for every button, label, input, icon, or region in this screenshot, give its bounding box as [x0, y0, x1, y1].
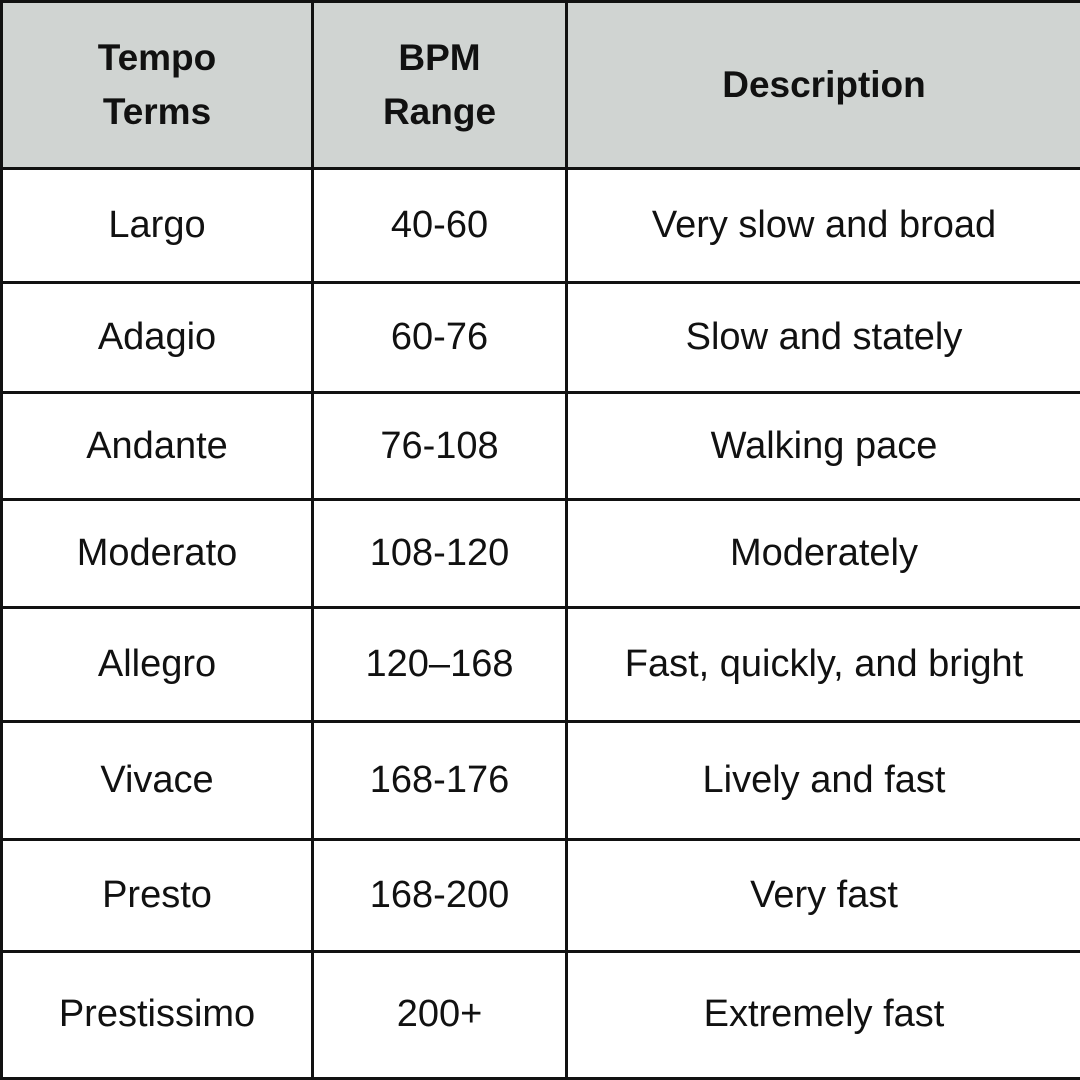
- table-cell: Very fast: [565, 838, 1080, 953]
- table-cell: 76-108: [311, 391, 568, 501]
- header-text: Description: [722, 64, 926, 106]
- table-row: Andante 76-108 Walking pace: [0, 391, 1080, 501]
- table-cell: Lively and fast: [565, 720, 1080, 842]
- table-row: Presto 168-200 Very fast: [0, 838, 1080, 953]
- table-row: Largo 40-60 Very slow and broad: [0, 166, 1080, 285]
- table-cell: Adagio: [0, 281, 314, 395]
- table-cell: Very slow and broad: [565, 166, 1080, 285]
- header-text: Tempo Terms: [97, 37, 217, 132]
- header-cell: Tempo Terms: [0, 0, 314, 170]
- table-cell: Andante: [0, 391, 314, 501]
- table-cell: 108-120: [311, 497, 568, 609]
- table-cell: Moderato: [0, 497, 314, 609]
- table-row: Prestissimo 200+ Extremely fast: [0, 949, 1080, 1080]
- header-row: Tempo Terms BPM Range Description: [0, 0, 1080, 170]
- table-row: Allegro 120–168 Fast, quickly, and bright: [0, 605, 1080, 724]
- table-body: Largo 40-60 Very slow and broad Adagio 60-76…: [0, 166, 1080, 1080]
- table-cell: Prestissimo: [0, 949, 314, 1080]
- table-row: Adagio 60-76 Slow and stately: [0, 281, 1080, 395]
- header-cell: Description: [565, 0, 1080, 170]
- table-cell: 120–168: [311, 605, 568, 724]
- table-cell: Extremely fast: [565, 949, 1080, 1080]
- table-cell: Moderately: [565, 497, 1080, 609]
- table-cell: 168-176: [311, 720, 568, 842]
- table-row: Moderato 108-120 Moderately: [0, 497, 1080, 609]
- table-cell: Allegro: [0, 605, 314, 724]
- table-cell: Presto: [0, 838, 314, 953]
- table-cell: Walking pace: [565, 391, 1080, 501]
- table-cell: Slow and stately: [565, 281, 1080, 395]
- table-cell: 60-76: [311, 281, 568, 395]
- table-cell: Vivace: [0, 720, 314, 842]
- table-row: Vivace 168-176 Lively and fast: [0, 720, 1080, 842]
- table-cell: 200+: [311, 949, 568, 1080]
- header-cell: BPM Range: [311, 0, 568, 170]
- table-cell: Largo: [0, 166, 314, 285]
- table-cell: 40-60: [311, 166, 568, 285]
- header-text: BPM Range: [382, 37, 497, 132]
- table-cell: 168-200: [311, 838, 568, 953]
- table-cell: Fast, quickly, and bright: [565, 605, 1080, 724]
